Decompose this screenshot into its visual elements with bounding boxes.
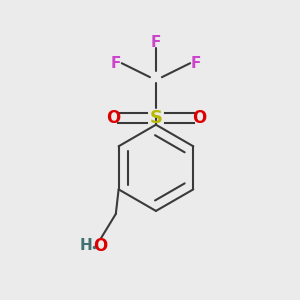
Text: O: O	[93, 237, 107, 255]
Text: F: F	[151, 35, 161, 50]
Text: O: O	[106, 109, 120, 127]
Text: F: F	[191, 56, 201, 71]
Text: O: O	[192, 109, 206, 127]
Text: H: H	[79, 238, 92, 253]
Text: F: F	[111, 56, 121, 71]
Text: S: S	[149, 109, 162, 127]
